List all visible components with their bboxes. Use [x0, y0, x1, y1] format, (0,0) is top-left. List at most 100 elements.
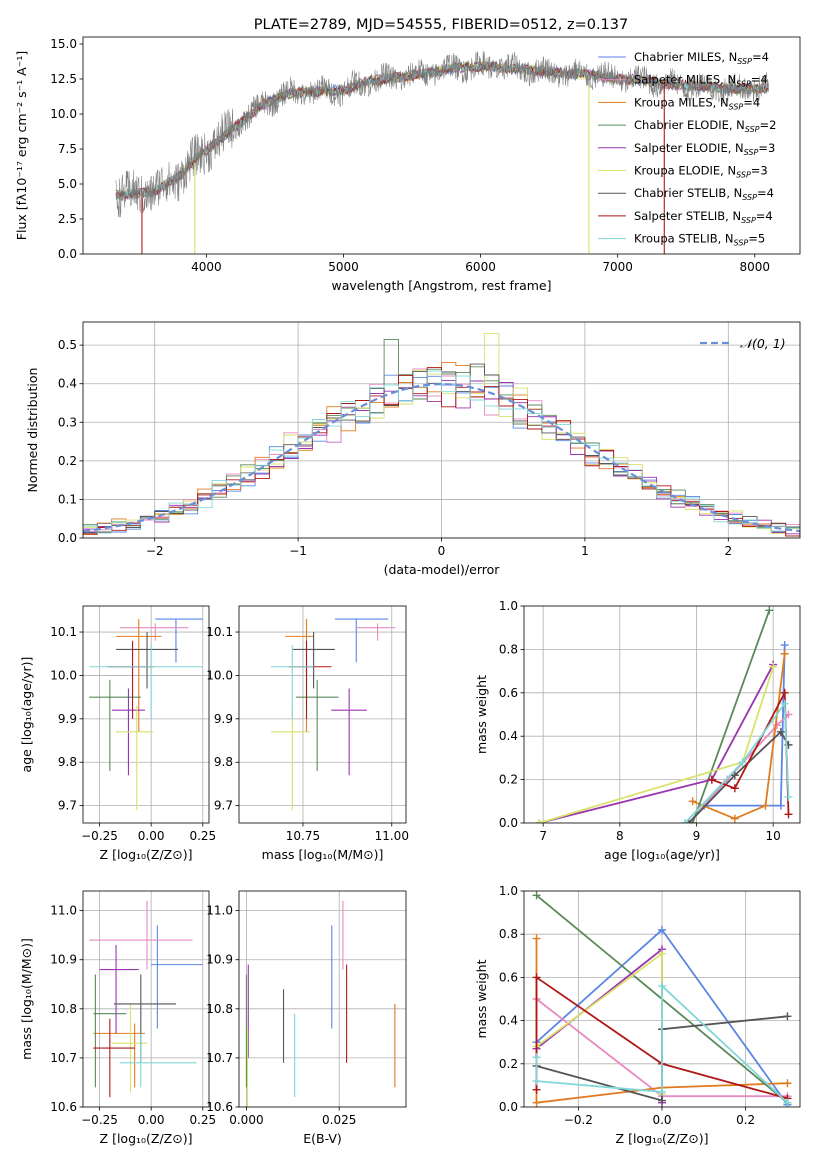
- y-axis-label: mass [log₁₀(M/M⊙)]: [19, 938, 34, 1060]
- y-axis-label: mass weight: [474, 959, 489, 1038]
- x-tick-label: −0.2: [564, 1113, 593, 1127]
- legend-label-n: =4: [756, 209, 773, 223]
- y-tick-label: 0.2: [58, 454, 77, 468]
- x-axis-label: E(B-V): [303, 1131, 342, 1146]
- weight-marker: [780, 649, 789, 658]
- legend-label-sub: SSP: [737, 57, 752, 66]
- weight-marker: [783, 1079, 792, 1088]
- errorbar-point: [295, 679, 339, 771]
- legend-label-sub: SSP: [736, 171, 751, 180]
- x-tick-label: 6000: [465, 260, 496, 274]
- weight-marker: [780, 641, 789, 650]
- x-tick-label: 0.2: [736, 1113, 755, 1127]
- y-axis-label: Flux [fλ10⁻¹⁷ erg cm⁻² s⁻¹ A⁻¹]: [14, 51, 29, 240]
- axes-frame: [238, 890, 407, 1108]
- y-tick-label: 10.8: [206, 1002, 233, 1016]
- x-tick-label: 0.25: [189, 1113, 216, 1127]
- x-tick-label: −0.25: [81, 1113, 118, 1127]
- weight-series-line: [535, 951, 663, 1094]
- panel-weight_vs_age: 7 8 9 10 0.0 0.2 0.4 0.6 0.8 1.0 age [log₁₀(age/yr…: [474, 599, 801, 862]
- x-tick-label: 0.00: [138, 829, 165, 843]
- legend-label-text: Chabrier MILES, N: [634, 50, 737, 64]
- x-tick-label: −0.25: [81, 829, 118, 843]
- y-tick-label: 10.0: [50, 668, 77, 682]
- x-axis-label: wavelength [Angstrom, rest frame]: [331, 278, 551, 293]
- legend-label-text: Chabrier STELIB, N: [634, 186, 742, 200]
- plot-area-mass_vs_ebv: [239, 891, 406, 1107]
- weight-series-line: [684, 700, 790, 823]
- panel-age_vs_mass: 10.75 11.00 9.7 9.8 9.9 10.0 10.1 mass [log₁₀(M…: [206, 605, 409, 862]
- weight-marker: [730, 784, 739, 793]
- weight-marker: [535, 819, 544, 823]
- legend-label: Chabrier MILES, NSSP=4: [634, 50, 769, 66]
- x-tick-label: 8: [616, 829, 624, 843]
- legend-label-text: Kroupa ELODIE, N: [634, 164, 736, 178]
- axes-frame: [82, 36, 801, 255]
- axes-frame: [82, 605, 210, 824]
- weight-marker: [765, 606, 774, 615]
- weight-marker: [532, 1085, 541, 1094]
- y-tick-label: 0.0: [58, 531, 77, 545]
- y-tick-label: 10.6: [50, 1100, 77, 1114]
- y-tick-label: 0.5: [58, 338, 77, 352]
- x-tick-label: 11.00: [375, 829, 409, 843]
- weight-marker: [776, 801, 785, 810]
- x-tick-label: 0.00: [138, 1113, 165, 1127]
- y-tick-label: 9.9: [58, 712, 77, 726]
- x-tick-label: 4000: [191, 260, 222, 274]
- weight-marker: [532, 1077, 541, 1086]
- errorbar-point: [331, 688, 367, 776]
- weight-marker: [773, 721, 781, 730]
- plot-area-residuals: [83, 322, 800, 538]
- errorbar-point: [270, 645, 314, 719]
- chart-title: PLATE=2789, MJD=54555, FIBERID=0512, z=0…: [254, 17, 628, 33]
- weight-marker: [730, 771, 739, 780]
- errorbar-point: [93, 1023, 145, 1088]
- legend-label-n: =2: [760, 118, 777, 132]
- errorbar-point: [107, 640, 154, 719]
- y-axis-label: Normed distribution: [25, 368, 40, 493]
- y-tick-label: 0.0: [499, 1100, 518, 1114]
- y-tick-label: 10.0: [50, 107, 77, 121]
- y-tick-label: 0.6: [499, 686, 518, 700]
- y-tick-label: 1.0: [499, 599, 518, 613]
- y-axis-label: age [log₁₀(age/yr)]: [19, 657, 34, 773]
- legend-label-sub: SSP: [736, 80, 751, 89]
- y-tick-label: 11.0: [206, 904, 233, 918]
- y-tick-label: 9.9: [214, 712, 233, 726]
- legend-label-n: =3: [751, 164, 768, 178]
- panel-mass_vs_Z: −0.25 0.00 0.25 10.6 10.7 10.8 10.9 11.0 Z [log₁…: [19, 890, 216, 1146]
- y-tick-label: 15.0: [50, 37, 77, 51]
- errorbar-point: [120, 1033, 197, 1088]
- x-axis-label: Z [log₁₀(Z/Z⊙)]: [616, 1131, 709, 1146]
- legend-label: Kroupa STELIB, NSSP=5: [634, 232, 765, 248]
- legend-label-sub: SSP: [745, 125, 760, 134]
- y-tick-label: 9.8: [58, 755, 77, 769]
- x-tick-label: 10: [766, 829, 781, 843]
- legend-label-n: =4: [752, 50, 769, 64]
- legend-label: Salpeter MILES, NSSP=4: [634, 73, 768, 89]
- x-tick-label: 0.0: [652, 1113, 671, 1127]
- errorbar-point: [116, 705, 154, 810]
- weight-series-line: [539, 666, 775, 823]
- weight-marker: [658, 1096, 666, 1105]
- y-tick-label: 0.0: [499, 816, 518, 830]
- legend-label-text: Chabrier ELODIE, N: [634, 118, 745, 132]
- y-tick-label: 9.8: [214, 755, 233, 769]
- weight-marker: [780, 699, 789, 708]
- y-tick-label: 0.8: [499, 927, 518, 941]
- x-tick-label: 1: [581, 544, 589, 558]
- errorbar-point: [155, 618, 203, 663]
- weight-marker: [532, 973, 541, 982]
- weight-series-line: [691, 609, 771, 823]
- panel-mass_vs_ebv: 0.000 0.025 10.6 10.7 10.8 10.9 11.0 E(B-V): [206, 890, 407, 1146]
- histogram-step: [83, 370, 800, 534]
- x-tick-label: −2: [146, 544, 164, 558]
- plot-area-age_vs_Z: [83, 606, 209, 823]
- y-tick-label: 11.0: [50, 904, 77, 918]
- legend-label: Kroupa MILES, NSSP=4: [634, 95, 760, 111]
- y-tick-label: 5.0: [58, 177, 77, 191]
- x-tick-label: 7: [539, 829, 547, 843]
- x-axis-label: age [log₁₀(age/yr)]: [604, 847, 720, 862]
- errorbar-point: [151, 925, 203, 1029]
